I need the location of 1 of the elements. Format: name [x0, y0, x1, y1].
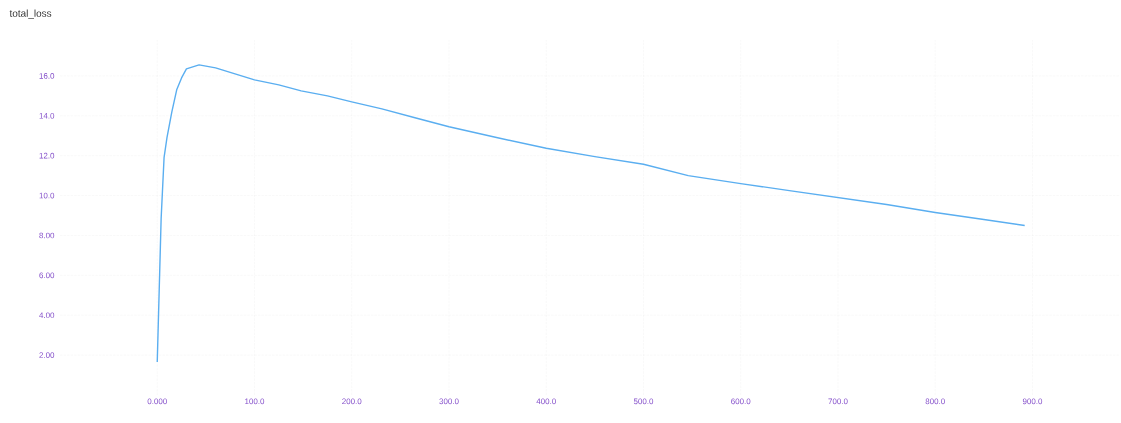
- chart-title: total_loss: [9, 9, 52, 19]
